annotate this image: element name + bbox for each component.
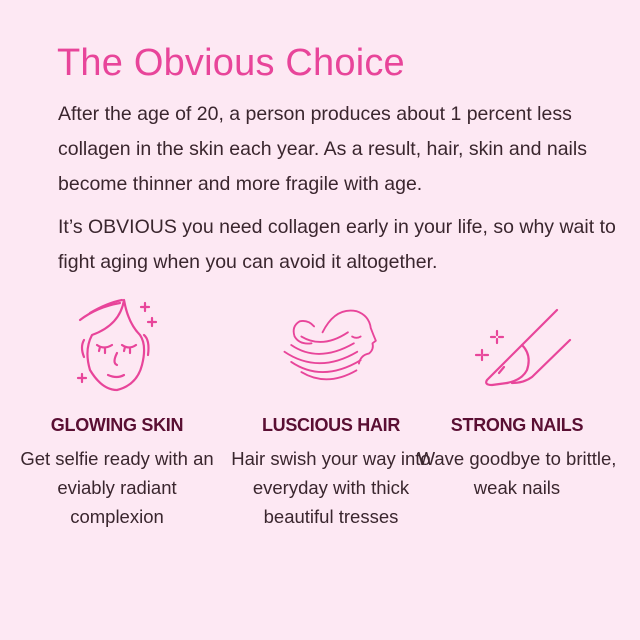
feature-heading: GLOWING SKIN	[50, 415, 184, 435]
feature-description: Get selfie ready with an eviably radiant…	[20, 448, 214, 527]
fingernail-icon	[474, 308, 572, 387]
feature-glowing-skin: GLOWING SKIN Get selfie ready with an ev…	[17, 295, 217, 531]
feature-description: Hair swish your way into everyday with t…	[231, 448, 431, 527]
intro-paragraph: After the age of 20, a person produces a…	[58, 103, 587, 195]
flowing-hair-icon	[283, 309, 377, 381]
feature-strong-nails: STRONG NAILS Wave goodbye to brittle, we…	[417, 295, 617, 502]
obvious-paragraph: It’s OBVIOUS you need collagen early in …	[58, 216, 616, 273]
face-icon	[76, 298, 158, 392]
feature-luscious-hair: LUSCIOUS HAIR Hair swish your way into e…	[231, 295, 431, 531]
page-title: The Obvious Choice	[57, 42, 405, 84]
feature-description: Wave goodbye to brittle, weak nails	[417, 448, 617, 498]
feature-heading: STRONG NAILS	[450, 415, 584, 435]
feature-heading: LUSCIOUS HAIR	[261, 415, 401, 435]
